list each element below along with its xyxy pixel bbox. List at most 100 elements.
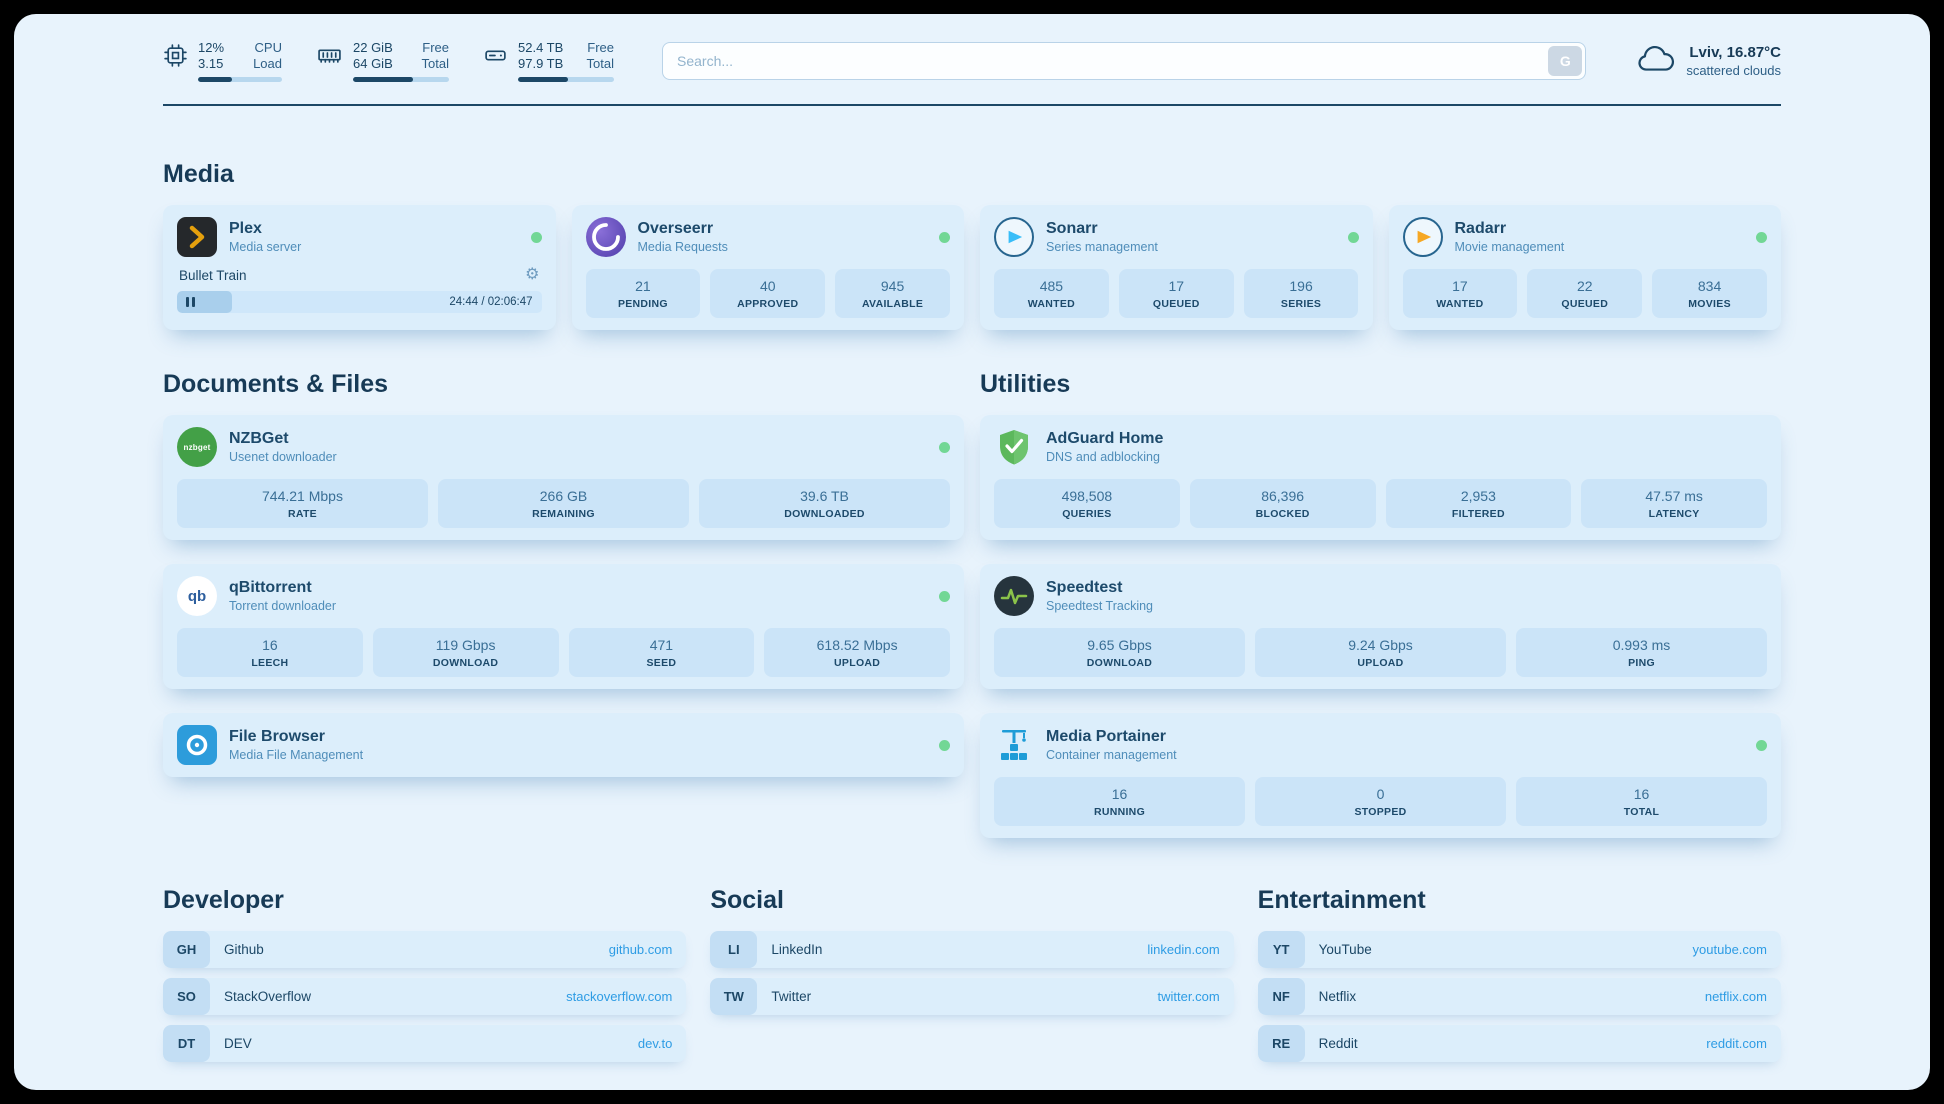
bookmark-stackoverflow[interactable]: SO StackOverflow stackoverflow.com — [163, 978, 687, 1015]
section-title-documents: Documents & Files — [163, 370, 389, 398]
disk-total-value: 97.9 TB — [518, 56, 564, 71]
stat-queries: 498,508 QUERIES — [994, 479, 1180, 528]
service-card-sonarr[interactable]: Sonarr Series management 485 WANTED 17 Q… — [980, 205, 1373, 330]
bookmark-url: youtube.com — [1692, 942, 1767, 957]
ram-label-bottom: Total — [421, 56, 449, 71]
radarr-icon — [1402, 217, 1443, 257]
search-input[interactable] — [662, 42, 1587, 80]
cpu-monitor: 12% CPU 3.15 Load — [163, 40, 282, 82]
disk-progress-bar — [518, 77, 614, 82]
service-card-plex[interactable]: Plex Media server Bullet Train ⚙ — [163, 205, 556, 330]
bookmark-github[interactable]: GH Github github.com — [163, 931, 687, 968]
service-desc: Torrent downloader — [229, 599, 337, 613]
search-engine-button[interactable]: G — [1548, 46, 1583, 76]
stat-seed: 471 SEED — [568, 628, 755, 677]
bookmark-abbr: RE — [1257, 1025, 1305, 1062]
bookmark-dev[interactable]: DT DEV dev.to — [163, 1025, 687, 1062]
bookmark-name: StackOverflow — [224, 989, 312, 1004]
disk-label-bottom: Total — [586, 56, 614, 71]
service-card-adguard[interactable]: AdGuard Home DNS and adblocking 498,508 … — [980, 415, 1781, 540]
now-playing-widget: Bullet Train ⚙ 24:44 / 02:06:47 — [177, 267, 542, 313]
service-card-speedtest[interactable]: Speedtest Speedtest Tracking 9.65 Gbps D… — [980, 564, 1781, 689]
ram-free-value: 22 GiB — [353, 40, 393, 55]
stat-ping: 0.993 ms PING — [1516, 628, 1767, 677]
stat-latency: 47.57 ms LATENCY — [1581, 479, 1767, 528]
stat-downloaded: 39.6 TB DOWNLOADED — [699, 479, 950, 528]
cpu-load-value: 3.15 — [198, 56, 224, 71]
system-monitors: 12% CPU 3.15 Load 22 GiB Free — [163, 40, 614, 82]
bookmark-url: stackoverflow.com — [566, 989, 673, 1004]
ram-label-top: Free — [422, 40, 449, 55]
service-desc: DNS and adblocking — [1046, 450, 1160, 464]
cpu-label-top: CPU — [254, 40, 282, 55]
ram-monitor: 22 GiB Free 64 GiB Total — [316, 40, 449, 82]
stat-stopped: 0 STOPPED — [1255, 777, 1506, 826]
service-desc: Media Requests — [637, 240, 728, 254]
cpu-label-bottom: Load — [253, 56, 282, 71]
pause-icon[interactable] — [186, 297, 195, 307]
nzbget-icon: nzbget — [177, 427, 217, 467]
status-dot — [939, 590, 950, 602]
service-desc: Media File Management — [229, 748, 364, 762]
playback-time: 24:44 / 02:06:47 — [449, 296, 533, 308]
filebrowser-icon — [177, 725, 217, 765]
status-dot — [1756, 739, 1767, 751]
stat-blocked: 86,396 BLOCKED — [1189, 479, 1376, 528]
bookmark-url: netflix.com — [1704, 989, 1767, 1004]
bookmark-abbr: TW — [710, 978, 758, 1015]
speedtest-icon — [994, 576, 1034, 616]
status-dot — [1756, 231, 1767, 243]
service-name: NZBGet — [229, 430, 289, 447]
bookmark-name: LinkedIn — [771, 942, 823, 957]
disk-label-top: Free — [587, 40, 614, 55]
service-name: File Browser — [229, 728, 326, 745]
weather-location: Lviv, 16.87°C — [1689, 44, 1781, 61]
section-title-utilities: Utilities — [980, 370, 1071, 398]
gear-icon[interactable]: ⚙ — [525, 266, 540, 283]
cpu-icon — [163, 43, 188, 73]
bookmark-url: twitter.com — [1157, 989, 1220, 1004]
stat-queued: 22 QUEUED — [1527, 269, 1643, 318]
stat-download: 9.65 Gbps DOWNLOAD — [994, 628, 1245, 677]
status-dot — [939, 441, 950, 453]
bookmark-url: dev.to — [637, 1036, 673, 1051]
bookmark-name: Github — [224, 942, 264, 957]
stat-available: 945 AVAILABLE — [835, 269, 950, 318]
bookmark-reddit[interactable]: RE Reddit reddit.com — [1257, 1025, 1781, 1062]
bookmark-abbr: YT — [1257, 931, 1305, 968]
bookmark-name: Netflix — [1318, 989, 1357, 1004]
service-card-filebrowser[interactable]: File Browser Media File Management — [163, 713, 964, 777]
stat-running: 16 RUNNING — [994, 777, 1245, 826]
service-desc: Series management — [1046, 240, 1158, 254]
service-name: qBittorrent — [229, 579, 312, 596]
bookmark-linkedin[interactable]: LI LinkedIn linkedin.com — [710, 931, 1234, 968]
bookmark-url: linkedin.com — [1147, 942, 1220, 957]
service-desc: Container management — [1046, 748, 1177, 762]
bookmark-youtube[interactable]: YT YouTube youtube.com — [1257, 931, 1781, 968]
service-card-nzbget[interactable]: nzbget NZBGet Usenet downloader 744.21 M… — [163, 415, 964, 540]
qbittorrent-icon: qb — [177, 576, 217, 616]
service-card-qbittorrent[interactable]: qb qBittorrent Torrent downloader 16 LEE… — [163, 564, 964, 689]
bookmark-twitter[interactable]: TW Twitter twitter.com — [710, 978, 1234, 1015]
status-dot — [939, 231, 950, 243]
service-card-portainer[interactable]: Media Portainer Container management 16 … — [980, 713, 1781, 838]
service-card-radarr[interactable]: Radarr Movie management 17 WANTED 22 QUE… — [1388, 205, 1781, 330]
ram-icon — [316, 43, 343, 73]
service-card-overseerr[interactable]: Overseerr Media Requests 21 PENDING 40 A… — [571, 205, 964, 330]
weather-widget: Lviv, 16.87°C scattered clouds — [1636, 43, 1781, 79]
section-title-entertainment: Entertainment — [1257, 886, 1426, 914]
stat-total: 16 TOTAL — [1516, 777, 1767, 826]
service-name: Speedtest — [1046, 579, 1123, 596]
service-name: Radarr — [1454, 220, 1507, 237]
bookmark-name: YouTube — [1318, 942, 1372, 957]
bookmark-url: reddit.com — [1706, 1036, 1767, 1051]
playback-progress-bar[interactable]: 24:44 / 02:06:47 — [177, 291, 542, 313]
service-desc: Speedtest Tracking — [1046, 599, 1154, 613]
search-bar: G — [662, 42, 1587, 80]
disk-icon — [483, 43, 508, 73]
bookmark-netflix[interactable]: NF Netflix netflix.com — [1257, 978, 1781, 1015]
stat-download: 119 Gbps DOWNLOAD — [372, 628, 559, 677]
stat-upload: 618.52 Mbps UPLOAD — [764, 628, 950, 677]
status-dot — [1347, 231, 1359, 243]
weather-condition: scattered clouds — [1686, 63, 1781, 78]
